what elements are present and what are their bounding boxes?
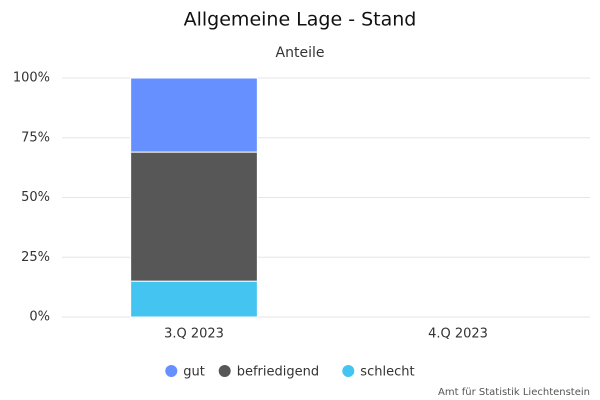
chart-title: Allgemeine Lage - Stand xyxy=(184,9,417,31)
legend-label: gut xyxy=(183,365,205,380)
x-tick-label: 4.Q 2023 xyxy=(428,327,488,342)
y-tick-label: 50% xyxy=(21,190,50,205)
legend-marker xyxy=(218,365,231,377)
bar-segment xyxy=(130,151,258,282)
bar-segment xyxy=(130,280,258,318)
y-tick-label: 0% xyxy=(29,310,50,325)
legend-label: schlecht xyxy=(360,365,414,380)
x-tick-label: 3.Q 2023 xyxy=(164,327,224,342)
chart-subtitle: Anteile xyxy=(276,45,325,61)
credit: Amt für Statistik Liechtenstein xyxy=(438,387,590,398)
legend-label: befriedigend xyxy=(237,365,319,380)
y-tick-label: 75% xyxy=(21,130,50,145)
legend-marker xyxy=(165,365,178,377)
y-tick-label: 25% xyxy=(21,250,50,265)
bar-segment xyxy=(130,77,258,153)
legend-marker xyxy=(342,365,355,377)
y-tick-label: 100% xyxy=(13,71,50,86)
